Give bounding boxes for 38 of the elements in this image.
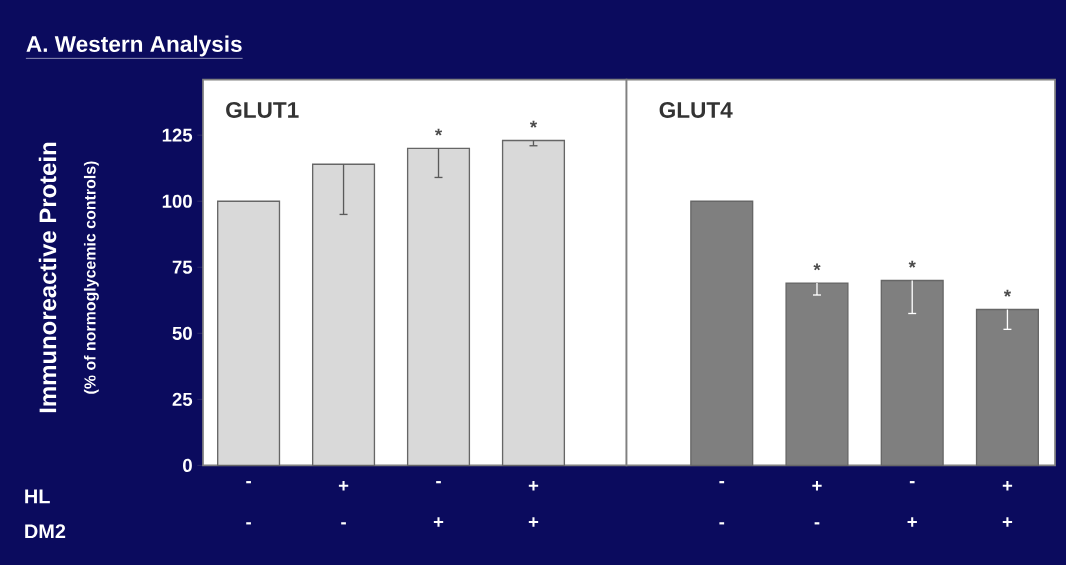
y-tick-label: 75: [172, 260, 193, 274]
text: GLUT4: [659, 101, 733, 118]
text: HL: [25, 489, 50, 504]
bar: [311, 163, 376, 467]
text: +: [907, 517, 917, 527]
bar: [501, 139, 566, 467]
x-tick-label: +: [1002, 481, 1013, 491]
text: +: [433, 517, 444, 527]
text: -: [814, 522, 820, 525]
bar: [406, 147, 471, 467]
data-label: *: [434, 128, 443, 136]
data-label: *: [813, 263, 821, 271]
data-label: *: [529, 120, 538, 128]
y-tick-label: 50: [172, 326, 192, 340]
x-tick-label: +: [338, 481, 349, 491]
data-label: *: [908, 260, 916, 268]
text: -: [341, 522, 346, 525]
text: -: [719, 522, 725, 525]
x-tick-label: -: [719, 481, 725, 484]
text: DM2: [25, 524, 66, 539]
data-label: *: [1003, 289, 1012, 297]
y-tick-label: 25: [172, 392, 193, 406]
x-tick-label: -: [246, 481, 251, 484]
y-axis-title: Immunoreactive Protein: [38, 142, 57, 413]
text: +: [528, 517, 539, 527]
text: (% of normoglycemic controls): [83, 161, 99, 394]
text: GLUT1: [226, 101, 299, 118]
x-tick-label: +: [528, 481, 539, 491]
text: +: [1002, 517, 1013, 527]
chart-title: A. Western Analysis: [26, 35, 242, 57]
x-tick-label: -: [436, 481, 441, 484]
x-tick-label: -: [909, 481, 915, 484]
y-tick-label: 100: [162, 194, 192, 208]
y-tick-label: 125: [162, 128, 193, 142]
bar: [217, 200, 281, 467]
text: -: [246, 522, 251, 525]
x-tick-label: +: [812, 481, 822, 491]
y-tick-label: 0: [183, 458, 192, 472]
